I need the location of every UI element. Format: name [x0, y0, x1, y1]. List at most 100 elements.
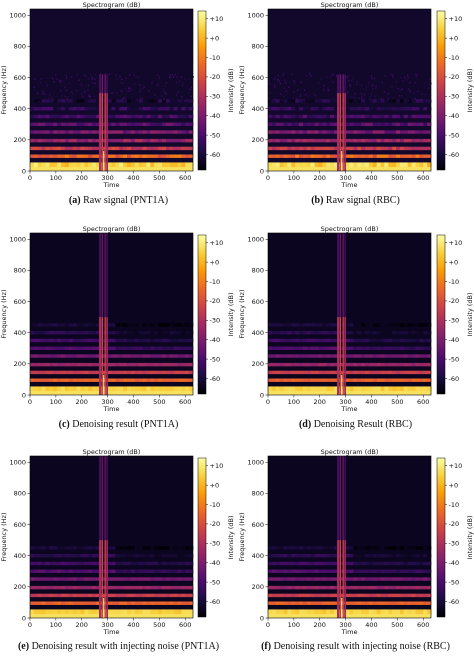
- harmonic-band-segment: [399, 154, 405, 158]
- harmonic-band-segment: [111, 323, 116, 327]
- harmonic-band-segment: [154, 154, 159, 158]
- harmonic-band-segment: [41, 146, 46, 151]
- harmonic-band-segment: [68, 370, 73, 375]
- harmonic-band-segment: [88, 130, 93, 134]
- harmonic-band-segment: [368, 162, 374, 168]
- harmonic-band-segment: [61, 601, 66, 605]
- harmonic-band-segment: [185, 99, 190, 103]
- harmonic-band-segment: [306, 154, 311, 158]
- harmonic-band-segment: [314, 162, 319, 168]
- harmonic-band-segment: [169, 370, 174, 375]
- noise-speckle: [42, 93, 44, 96]
- noise-speckle: [412, 98, 414, 101]
- harmonic-band-segment: [353, 154, 358, 158]
- harmonic-band-segment: [411, 609, 416, 615]
- noise-speckle: [120, 90, 123, 92]
- harmonic-band-segment: [302, 609, 308, 615]
- harmonic-band-segment: [146, 386, 151, 392]
- harmonic-band-segment: [61, 99, 66, 103]
- harmonic-band-segment: [419, 546, 424, 550]
- harmonic-band-segment: [361, 378, 366, 382]
- harmonic-band-segment: [361, 569, 366, 573]
- harmonic-band-segment: [142, 146, 147, 151]
- harmonic-band-segment: [107, 370, 112, 375]
- harmonic-band-segment: [322, 569, 327, 573]
- harmonic-band-segment: [306, 609, 311, 615]
- harmonic-band-segment: [299, 138, 304, 143]
- harmonic-band-segment: [271, 138, 277, 143]
- harmonic-band-segment: [310, 378, 315, 382]
- harmonic-band-segment: [146, 130, 151, 134]
- harmonic-band-segment: [341, 99, 346, 103]
- harmonic-band-segment: [138, 569, 143, 573]
- harmonic-band-segment: [279, 138, 284, 143]
- harmonic-band-segment: [415, 106, 420, 111]
- harmonic-band-segment: [111, 154, 116, 158]
- harmonic-band-segment: [189, 553, 194, 558]
- harmonic-band-segment: [287, 114, 292, 119]
- harmonic-band-segment: [330, 569, 335, 573]
- harmonic-band-segment: [37, 553, 42, 558]
- harmonic-band-segment: [84, 323, 89, 327]
- burst-column: [104, 233, 106, 395]
- harmonic-band-segment: [173, 362, 178, 367]
- harmonic-band-segment: [119, 378, 124, 382]
- harmonic-band-segment: [61, 553, 66, 558]
- harmonic-band-segment: [64, 138, 70, 143]
- noise-speckle: [413, 92, 415, 94]
- harmonic-band-segment: [177, 378, 182, 382]
- harmonic-band-segment: [134, 546, 139, 550]
- noise-speckle: [136, 99, 138, 101]
- harmonic-band-segment: [173, 569, 178, 573]
- harmonic-band-segment: [357, 138, 362, 143]
- harmonic-band-segment: [295, 130, 300, 134]
- harmonic-band-segment: [146, 362, 151, 367]
- harmonic-band-segment: [376, 585, 381, 590]
- harmonic-band-segment: [365, 386, 370, 392]
- harmonic-band-segment: [173, 138, 178, 143]
- harmonic-band-segment: [127, 146, 132, 151]
- harmonic-band-segment: [41, 162, 46, 168]
- colorbar-tick-label: -30: [449, 317, 460, 325]
- noise-speckle: [326, 99, 328, 102]
- harmonic-band-segment: [299, 338, 304, 343]
- harmonic-band-segment: [146, 338, 151, 343]
- colorbar-tick-label: -60: [210, 598, 221, 606]
- harmonic-band-segment: [396, 585, 401, 590]
- harmonic-band-segment: [283, 323, 288, 327]
- harmonic-band-segment: [345, 362, 350, 367]
- colorbar-tick-label: -60: [210, 151, 221, 159]
- harmonic-band-segment: [61, 106, 66, 111]
- harmonic-band-segment: [361, 546, 366, 550]
- harmonic-band-segment: [279, 593, 284, 598]
- harmonic-band-segment: [61, 146, 66, 151]
- harmonic-band-segment: [173, 553, 178, 558]
- harmonic-band-segment: [415, 577, 420, 581]
- harmonic-band-segment: [295, 546, 300, 550]
- harmonic-band-segment: [64, 154, 70, 158]
- plot-background: [268, 9, 431, 171]
- harmonic-band-segment: [189, 609, 194, 615]
- harmonic-band-segment: [380, 561, 385, 566]
- harmonic-band-segment: [345, 323, 350, 327]
- harmonic-band-segment: [57, 370, 62, 375]
- harmonic-band-segment: [302, 138, 308, 143]
- harmonic-band-segment: [88, 553, 93, 558]
- colorbar: [436, 10, 446, 171]
- harmonic-band-segment: [161, 138, 167, 143]
- harmonic-band-segment: [361, 601, 366, 605]
- harmonic-band-segment: [146, 577, 151, 581]
- harmonic-band-segment: [302, 553, 308, 558]
- harmonic-band-segment: [134, 162, 139, 168]
- harmonic-band-segment: [119, 546, 124, 550]
- harmonic-band-segment: [333, 99, 339, 103]
- noise-speckle: [360, 84, 362, 86]
- harmonic-band-segment: [45, 338, 50, 343]
- harmonic-band-segment: [111, 354, 116, 358]
- harmonic-band-segment: [283, 577, 288, 581]
- harmonic-band-segment: [127, 386, 132, 392]
- harmonic-band-segment: [150, 122, 155, 126]
- harmonic-band-segment: [302, 323, 308, 327]
- harmonic-band-segment: [119, 561, 124, 566]
- harmonic-band-segment: [115, 346, 120, 350]
